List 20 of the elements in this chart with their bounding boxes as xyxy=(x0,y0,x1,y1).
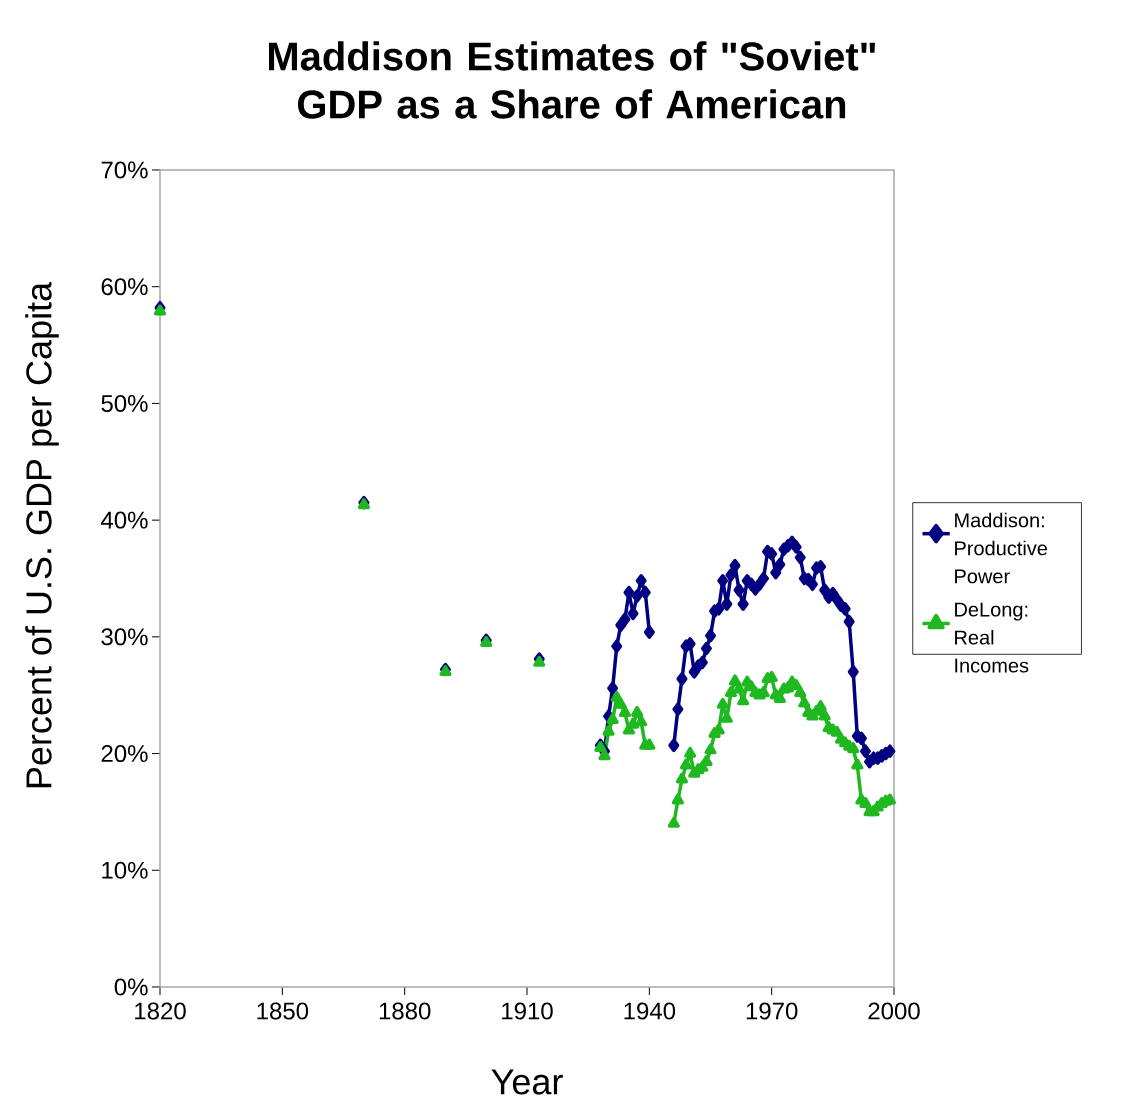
x-tick-label: 1970 xyxy=(746,1002,798,1020)
x-tick-label: 1850 xyxy=(257,1002,309,1020)
y-axis-title: Percent of U.S. GDP per Capita xyxy=(25,281,59,788)
y-tick-label: 40% xyxy=(101,511,148,529)
y-tick-label: 70% xyxy=(101,161,148,179)
y-tick-label: 30% xyxy=(101,628,148,646)
chart-title: Maddison Estimates of "Soviet" GDP as a Share of American xyxy=(268,41,876,119)
x-tick-label: 1910 xyxy=(502,1002,553,1020)
x-tick-label: 1880 xyxy=(379,1002,431,1020)
y-tick-label: 10% xyxy=(102,861,148,879)
y-tick-label: 60% xyxy=(101,278,148,296)
y-tick-label: 50% xyxy=(101,394,148,412)
x-tick-label: 2000 xyxy=(868,1002,920,1020)
y-tick-label: 0% xyxy=(114,978,148,996)
legend-label: Maddison: Productive Power xyxy=(955,512,1048,584)
x-axis-title: Year xyxy=(491,1069,563,1095)
y-tick-label: 20% xyxy=(101,745,148,763)
x-tick-label: 1940 xyxy=(624,1002,676,1020)
legend-label: DeLong: Real Incomes xyxy=(955,602,1029,673)
x-tick-label: 1820 xyxy=(135,1002,186,1020)
